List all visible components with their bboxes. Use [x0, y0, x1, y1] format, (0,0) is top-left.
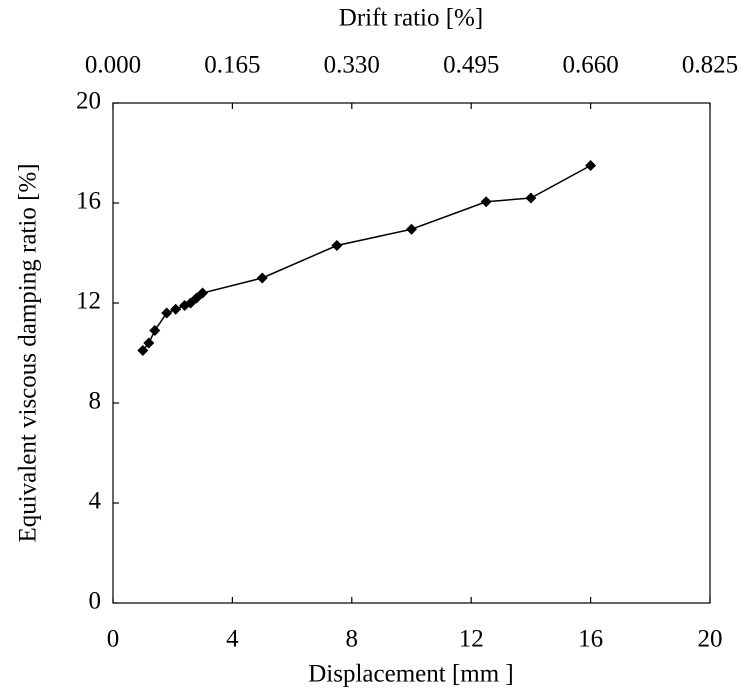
data-marker — [137, 345, 149, 356]
data-line — [142, 164, 591, 351]
x-tick-label: 0 — [107, 626, 120, 653]
x-tick-label: 12 — [459, 626, 484, 653]
data-marker — [480, 196, 492, 208]
y-tick-label: 0 — [89, 588, 102, 615]
data-marker — [406, 223, 417, 235]
x2-tick-label: 0.000 — [85, 52, 141, 79]
y-tick-label: 16 — [76, 188, 101, 215]
data-marker — [585, 160, 597, 171]
x2-axis-title: Drift ratio [%] — [339, 5, 483, 32]
data-marker — [197, 287, 209, 299]
x-tick-label: 20 — [698, 626, 723, 653]
x2-tick-label: 0.660 — [562, 52, 618, 79]
y-tick-label: 20 — [76, 88, 101, 115]
x-tick-label: 4 — [226, 626, 239, 653]
x2-tick-label: 0.825 — [682, 52, 738, 79]
y-tick-label: 4 — [89, 488, 102, 515]
y-axis-title: Equivalent viscous damping ratio [%] — [15, 163, 42, 542]
x2-tick-label: 0.495 — [443, 52, 499, 79]
data-marker — [149, 325, 161, 336]
y-tick-label: 12 — [76, 288, 101, 315]
y-tick-label: 8 — [89, 388, 102, 415]
x-axis-title: Displacement [mm ] — [308, 661, 514, 688]
data-marker — [161, 307, 173, 319]
x-tick-label: 8 — [346, 626, 359, 653]
x2-tick-label: 0.330 — [324, 52, 380, 79]
data-marker — [525, 192, 537, 204]
data-marker — [170, 303, 182, 315]
data-marker — [143, 337, 155, 349]
x-tick-label: 16 — [578, 626, 603, 653]
data-marker — [256, 272, 268, 284]
data-marker — [331, 240, 343, 251]
x2-tick-label: 0.165 — [204, 52, 260, 79]
plot-frame — [112, 102, 711, 604]
